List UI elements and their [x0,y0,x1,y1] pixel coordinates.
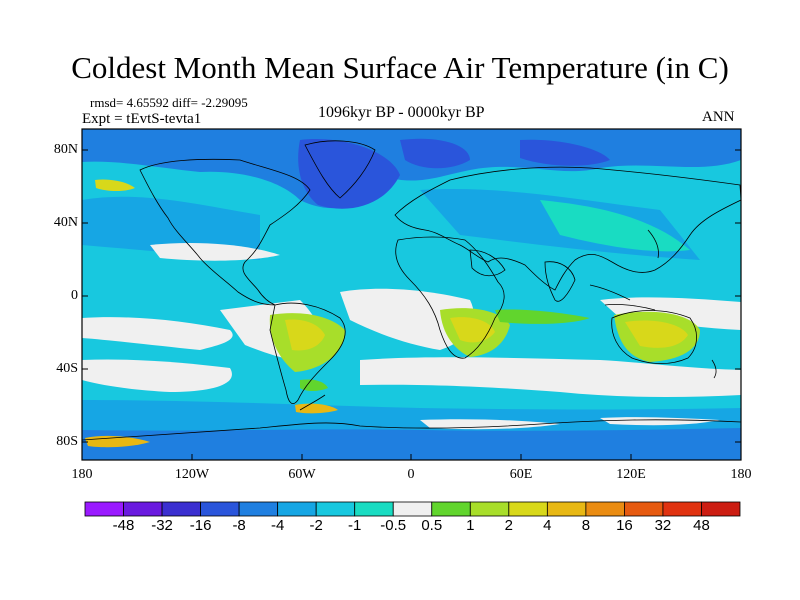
lon-label-60w: 60W [288,467,316,482]
colorbar-label: 2 [504,517,513,534]
lon-label-180e: 180 [730,467,752,482]
colorbar-swatch [277,501,317,517]
colorbar-swatch [662,501,702,517]
lon-label-60e: 60E [509,467,533,482]
colorbar-label: -16 [189,517,212,534]
colorbar-swatch [315,501,356,517]
lat-label-40n: 40N [53,215,78,230]
season-label: ANN [702,109,735,125]
experiment-label: Expt = tEvtS-tevta1 [82,111,202,127]
colorbar-swatch [392,501,433,517]
lon-label-180w: 180 [71,467,93,482]
lat-label-eq: 0 [71,288,78,303]
colorbar-label: 48 [693,517,710,534]
stats-line: rmsd= 4.65592 diff= -2.29095 [90,95,248,110]
colorbar-swatch [354,501,394,517]
colorbar-swatch [123,501,163,517]
colorbar-label: 0.5 [421,517,443,534]
colorbar-swatch [431,501,471,517]
colorbar-swatch [508,501,548,517]
colorbar-swatch [84,501,124,517]
temperature-field [82,129,741,460]
colorbar-label: 8 [581,517,591,534]
colorbar-label: 32 [654,517,672,534]
colorbar-label: -1 [348,517,362,534]
colorbar-label: -48 [112,517,135,534]
lon-label-120w: 120W [174,467,210,482]
colorbar-swatch [585,501,625,517]
colorbar-label: -4 [270,517,285,534]
colorbar-label: 16 [616,517,633,534]
colorbar-swatch [469,501,510,517]
period-label: 1096kyr BP - 0000kyr BP [318,104,485,121]
colorbar-swatch [161,501,201,517]
lon-label-0: 0 [407,467,415,482]
colorbar [84,501,741,517]
colorbar-label: 4 [543,517,552,534]
plot-title: Coldest Month Mean Surface Air Temperatu… [71,50,729,85]
lat-label-80s: 80S [56,434,78,449]
lat-tick-marks [82,149,741,443]
colorbar-label: -0.5 [380,517,407,534]
colorbar-label: 1 [466,517,475,534]
colorbar-label: -32 [151,517,173,534]
colorbar-label: -8 [232,517,246,534]
colorbar-swatch [200,501,240,517]
lat-label-80n: 80N [53,142,78,157]
colorbar-swatch [624,501,664,517]
lon-tick-marks [81,454,742,460]
lon-label-120e: 120E [616,467,646,482]
colorbar-swatch [546,501,587,517]
colorbar-swatch [238,501,279,517]
colorbar-swatch [701,501,741,517]
lat-label-40s: 40S [56,361,78,376]
coastlines [82,140,741,441]
colorbar-label: -2 [309,517,323,534]
